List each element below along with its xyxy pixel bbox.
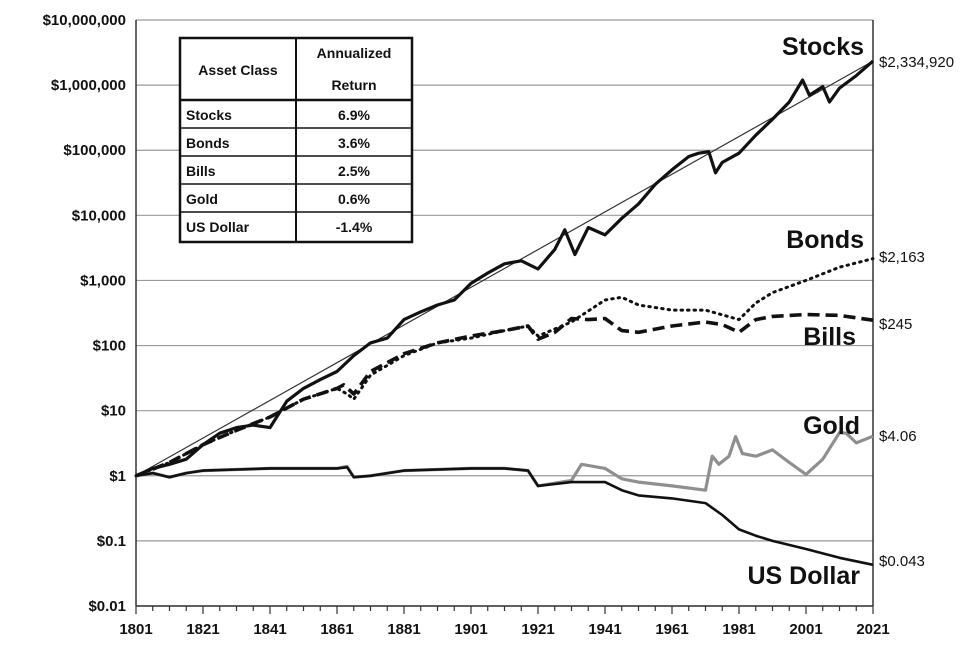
y-tick-label: $1,000 bbox=[80, 272, 126, 289]
gold-series-name-label: Gold bbox=[803, 412, 860, 440]
bonds-series-name-label: Bonds bbox=[786, 226, 864, 254]
table-cell-asset: US Dollar bbox=[186, 219, 250, 235]
table-cell-return: 0.6% bbox=[338, 191, 370, 207]
bills-end-value-label: $245 bbox=[879, 316, 912, 333]
table-cell-asset: Bills bbox=[186, 163, 216, 179]
bills-series-name-label: Bills bbox=[803, 323, 856, 351]
bonds-end-value-label: $2,163 bbox=[879, 249, 925, 266]
x-tick-label: 1881 bbox=[387, 621, 420, 638]
y-tick-label: $100,000 bbox=[63, 142, 126, 159]
x-tick-label: 1801 bbox=[119, 621, 152, 638]
table-cell-return: 3.6% bbox=[338, 135, 370, 151]
y-tick-label: $10,000,000 bbox=[43, 12, 126, 29]
x-tick-label: 1941 bbox=[588, 621, 621, 638]
x-tick-label: 1841 bbox=[253, 621, 286, 638]
x-tick-label: 1961 bbox=[655, 621, 688, 638]
y-tick-label: $10 bbox=[101, 403, 126, 420]
table-cell-return: 2.5% bbox=[338, 163, 370, 179]
table-header-asset-class: Asset Class bbox=[198, 62, 278, 78]
stocks-series-line bbox=[135, 59, 875, 478]
gold-series-line bbox=[135, 431, 874, 492]
table-cell-asset: Stocks bbox=[186, 107, 232, 123]
table-header-annualized: Annualized bbox=[317, 45, 392, 61]
annualized-return-table: Asset Class Annualized Return Stocks 6.9… bbox=[178, 36, 414, 244]
y-tick-label: $0.01 bbox=[88, 598, 126, 615]
x-tick-label: 1921 bbox=[521, 621, 554, 638]
us-dollar-end-value-label: $0.043 bbox=[879, 553, 925, 570]
table-cell-return: -1.4% bbox=[336, 219, 373, 235]
table-cell-asset: Bonds bbox=[186, 135, 230, 151]
series-labels: $2,334,920 Stocks $2,163 Bonds $245 Bills $4.0… bbox=[747, 33, 954, 590]
x-tick-label: 1861 bbox=[320, 621, 353, 638]
y-tick-label: $10,000 bbox=[72, 207, 126, 224]
y-tick-label: $0.1 bbox=[97, 533, 126, 550]
bills-series-line bbox=[135, 312, 874, 478]
stocks-trend-line bbox=[135, 60, 874, 477]
x-tick-label: 2021 bbox=[856, 621, 889, 638]
y-tick-label: $100 bbox=[93, 338, 126, 355]
bonds-series-line bbox=[134, 257, 875, 478]
axes: $10,000,000 $1,000,000 $100,000 $10,000 $1,0… bbox=[43, 12, 890, 638]
x-tick-label: 1901 bbox=[454, 621, 487, 638]
table-header-return: Return bbox=[331, 77, 376, 93]
stocks-series-name-label: Stocks bbox=[782, 33, 864, 61]
us-dollar-series-line bbox=[135, 466, 874, 567]
x-tick-label: 1981 bbox=[722, 621, 755, 638]
trend-line bbox=[135, 60, 874, 477]
y-tick-label: $1 bbox=[109, 468, 126, 485]
stocks-end-value-label: $2,334,920 bbox=[879, 54, 954, 71]
series-lines bbox=[134, 59, 875, 567]
x-tick-label: 2001 bbox=[789, 621, 822, 638]
table-cell-asset: Gold bbox=[186, 191, 218, 207]
y-tick-label: $1,000,000 bbox=[51, 77, 126, 94]
x-tick-label: 1821 bbox=[186, 621, 219, 638]
table-cell-return: 6.9% bbox=[338, 107, 370, 123]
gold-end-value-label: $4.06 bbox=[879, 428, 917, 445]
us-dollar-series-name-label: US Dollar bbox=[747, 562, 860, 590]
